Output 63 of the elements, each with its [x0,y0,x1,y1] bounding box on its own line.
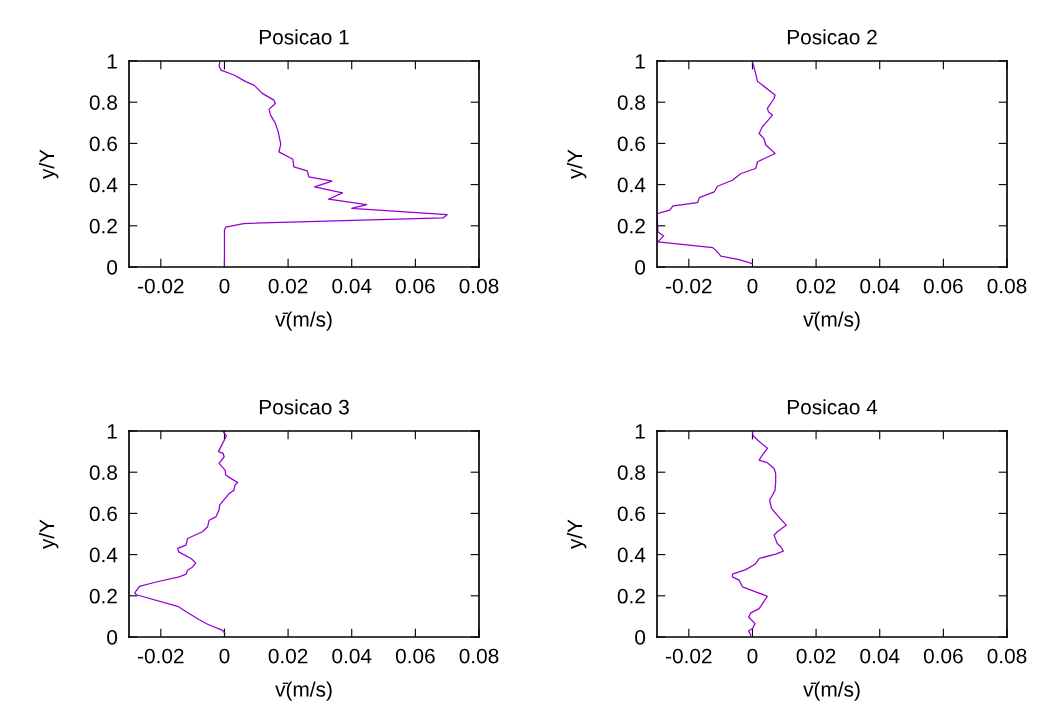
y-axis-title: y/Y [38,149,59,179]
x-axis-title: v̄(m/s) [803,681,860,701]
y-tick-label: 1 [635,54,645,69]
chart-title: Posicao 4 [787,399,878,415]
x-tick-label: 0.04 [332,648,372,664]
y-tick-label: 0.8 [617,465,645,480]
line-series [731,431,787,636]
y-tick-label: 0.8 [89,465,117,480]
y-tick-label: 0.2 [89,588,117,604]
x-tick-label: 0.04 [860,278,900,294]
x-tick-label: 0.08 [987,278,1027,294]
y-tick-label: 0.6 [617,136,645,152]
y-tick-label: 0.6 [89,506,117,522]
x-tick-label: -0.02 [138,278,184,294]
x-tick-label: 0 [747,648,758,664]
y-axis-title: y/Y [566,519,587,549]
x-tick-label: -0.02 [138,648,184,664]
y-tick-label: 0.2 [617,218,645,234]
y-tick-label: 0.8 [617,95,645,110]
y-tick-label: 0.4 [89,177,118,193]
y-tick-label: 0.4 [617,177,646,193]
y-tick-label: 0.2 [617,588,645,604]
x-tick-label: 0.02 [796,278,836,294]
y-tick-label: 1 [107,54,117,69]
y-tick-label: 0 [107,630,118,645]
y-tick-label: 0 [635,630,646,645]
x-tick-label: 0 [219,278,230,294]
chart-title: Posicao 1 [259,29,349,45]
y-tick-label: 1 [635,424,645,439]
line-series [218,61,448,267]
y-tick-label: 0.4 [89,547,118,563]
chart-title: Posicao 3 [259,399,349,415]
line-series [134,431,239,635]
y-axis-title: y/Y [566,149,587,179]
x-tick-label: 0.08 [459,278,499,294]
x-tick-label: 0 [747,278,758,294]
y-tick-label: 0.8 [89,95,117,110]
chart-title: Posicao 2 [787,29,877,45]
x-axis-title: v̄(m/s) [275,681,332,701]
x-tick-label: -0.02 [666,648,712,664]
x-tick-label: 0.06 [923,278,963,294]
x-tick-label: 0 [219,648,230,664]
x-tick-label: 0.06 [395,648,435,664]
x-tick-label: 0.04 [332,278,372,294]
x-tick-label: 0.02 [268,278,308,294]
x-tick-label: 0.08 [987,648,1027,664]
y-tick-label: 0 [635,260,646,275]
x-tick-label: 0.02 [796,648,836,664]
y-tick-label: 0.6 [89,136,117,152]
y-tick-label: 1 [107,424,117,439]
x-tick-label: 0.06 [923,648,963,664]
y-tick-label: 0.6 [617,506,645,522]
y-tick-label: 0.2 [89,218,117,234]
y-tick-label: 0 [107,260,118,275]
x-axis-title: v̄(m/s) [275,311,332,331]
x-tick-label: 0.02 [268,648,308,664]
x-tick-label: 0.08 [459,648,499,664]
x-tick-label: 0.04 [860,648,900,664]
x-tick-label: 0.06 [395,278,435,294]
x-axis-title: v̄(m/s) [803,311,860,331]
x-tick-label: -0.02 [666,278,712,294]
y-axis-title: y/Y [38,519,59,549]
y-tick-label: 0.4 [617,547,646,563]
